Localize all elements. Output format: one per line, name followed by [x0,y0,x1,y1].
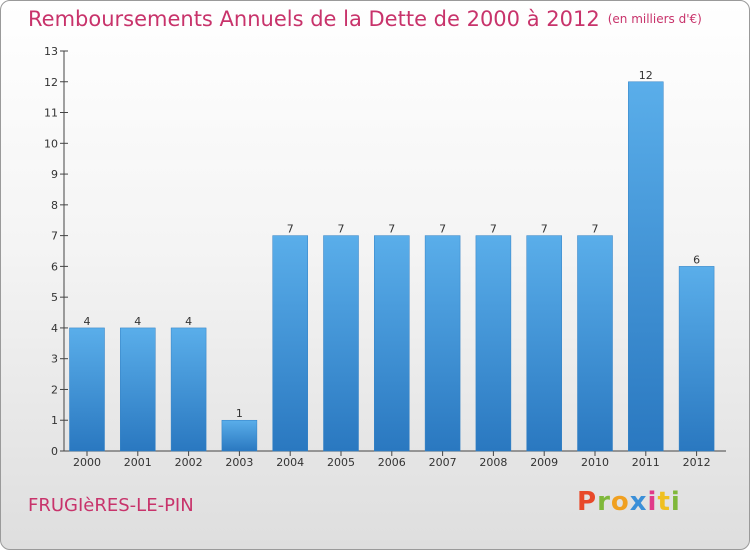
y-tick-label: 1 [51,414,58,427]
x-tick-label: 2012 [683,456,711,469]
y-tick-label: 11 [44,107,58,120]
bar [69,327,105,452]
y-tick-label: 9 [51,168,58,181]
y-tick-label: 6 [51,260,58,273]
chart-title-text: Remboursements Annuels de la Dette de 20… [28,7,600,31]
bar [374,235,410,452]
y-tick-label: 2 [51,383,58,396]
y-tick-label: 7 [51,230,58,243]
bar-value-label: 7 [490,223,497,236]
x-tick-label: 2005 [327,456,355,469]
logo-letter: i [670,487,681,517]
x-tick-label: 2006 [378,456,406,469]
bar [577,235,613,452]
bar [526,235,562,452]
bar-value-label: 4 [185,315,192,328]
commune-name: FRUGIèRES-LE-PIN [28,495,194,516]
logo-letter: P [577,487,598,517]
y-tick-label: 0 [51,445,58,458]
y-tick-label: 3 [51,353,58,366]
bar-value-label: 4 [134,315,141,328]
x-tick-label: 2004 [276,456,304,469]
x-tick-label: 2011 [632,456,660,469]
bar [120,327,156,452]
y-tick-label: 13 [44,45,58,58]
logo-letter: r [597,487,611,517]
x-tick-label: 2009 [530,456,558,469]
bar [323,235,359,452]
logo-letter: x [629,487,648,517]
x-tick-label: 2003 [225,456,253,469]
bar [170,327,207,452]
logo-letter: i [647,487,658,517]
bar-value-label: 7 [338,223,345,236]
bar-value-label: 7 [439,223,446,236]
x-tick-label: 2000 [73,456,101,469]
chart-title: Remboursements Annuels de la Dette de 20… [28,7,702,31]
y-tick-label: 8 [51,199,58,212]
bar [678,266,715,452]
y-tick-label: 10 [44,137,58,150]
bar [475,235,512,452]
bar [424,235,461,452]
x-tick-label: 2002 [175,456,203,469]
y-tick-label: 4 [51,322,58,335]
bar [272,235,308,452]
y-tick-label: 12 [44,76,58,89]
bar [628,81,664,452]
x-tick-label: 2007 [429,456,457,469]
bar-value-label: 7 [541,223,548,236]
bar-value-label: 7 [388,223,395,236]
bar-value-label: 4 [84,315,91,328]
proxiti-logo: Proxiti [577,487,681,517]
bar-value-label: 1 [236,407,243,420]
x-tick-label: 2010 [581,456,609,469]
x-tick-label: 2001 [124,456,152,469]
logo-letter: t [657,487,671,517]
bar-value-label: 6 [693,253,700,266]
bar-value-label: 12 [639,69,653,82]
bar-value-label: 7 [592,223,599,236]
logo-letter: o [610,487,630,517]
bar [221,419,258,452]
bar-value-label: 7 [287,223,294,236]
chart-unit: (en milliers d'€) [607,12,702,26]
y-tick-label: 5 [51,291,58,304]
x-tick-label: 2008 [479,456,507,469]
